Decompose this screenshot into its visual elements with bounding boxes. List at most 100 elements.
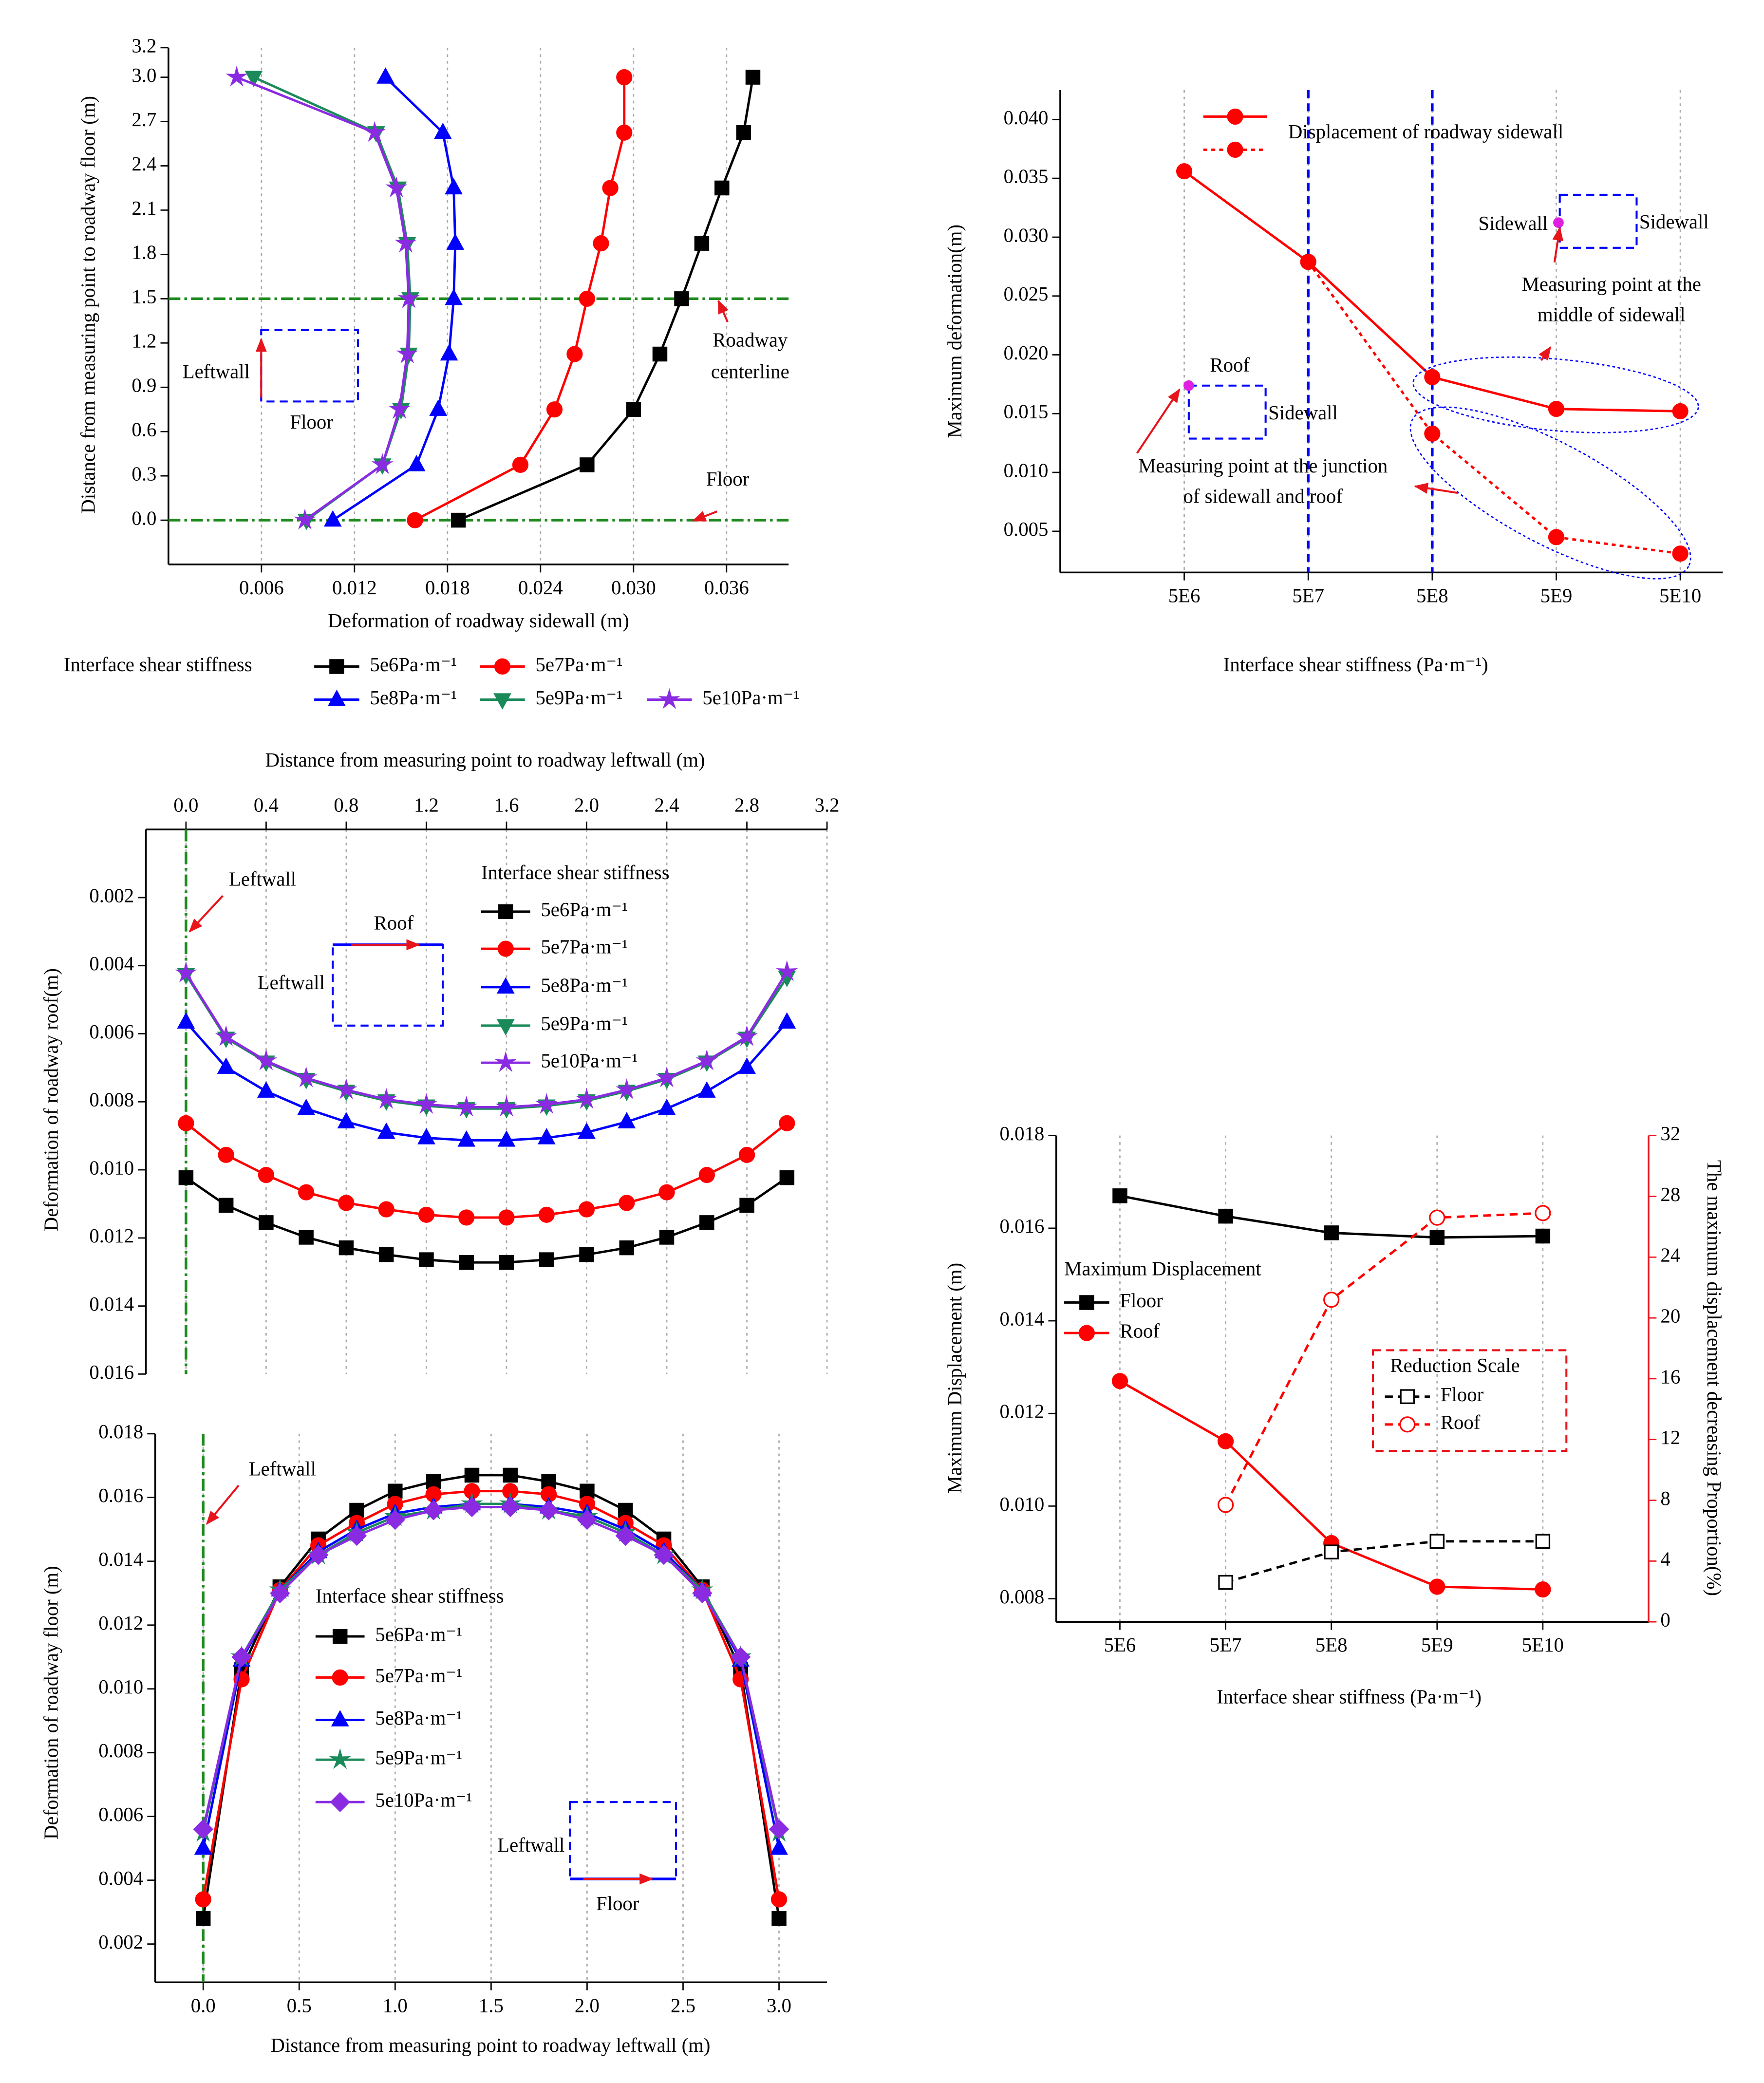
legend-marker bbox=[328, 690, 346, 706]
x-tick-label: 5E6 bbox=[1104, 1634, 1136, 1656]
marker bbox=[698, 1166, 715, 1183]
legend-title: Interface shear stiffness bbox=[316, 1585, 504, 1607]
marker bbox=[1323, 1292, 1340, 1308]
legend-label: Floor bbox=[1441, 1384, 1484, 1406]
annotation: Roadway bbox=[713, 329, 788, 351]
legend-marker bbox=[493, 693, 511, 710]
y2-tick-label: 24 bbox=[1660, 1244, 1680, 1266]
annotation: Sidewall bbox=[1478, 212, 1548, 234]
marker bbox=[1548, 401, 1565, 417]
marker bbox=[1672, 403, 1689, 420]
marker bbox=[457, 1130, 476, 1147]
marker bbox=[417, 1127, 435, 1145]
y-tick-label: 0.008 bbox=[999, 1586, 1044, 1608]
x-tick-label: 0.012 bbox=[332, 577, 377, 599]
legend-marker bbox=[332, 1629, 348, 1644]
marker bbox=[426, 1474, 441, 1489]
legend-marker bbox=[497, 940, 514, 957]
highlight bbox=[1412, 356, 1699, 433]
marker bbox=[616, 69, 633, 86]
marker bbox=[308, 1545, 329, 1565]
marker bbox=[446, 233, 465, 250]
marker bbox=[193, 1819, 213, 1839]
marker bbox=[231, 1647, 252, 1667]
marker bbox=[535, 1093, 558, 1114]
y-tick-label: 0.010 bbox=[999, 1493, 1044, 1515]
marker bbox=[346, 1525, 367, 1546]
legend-label: 5e8Pa·m⁻¹ bbox=[375, 1707, 462, 1729]
x-tick-label: 3.2 bbox=[815, 794, 840, 816]
marker bbox=[674, 291, 689, 306]
y-tick-label: 0.016 bbox=[89, 1361, 134, 1383]
x-tick-label: 5E7 bbox=[1210, 1634, 1242, 1656]
marker bbox=[580, 457, 595, 472]
y-tick-label: 2.7 bbox=[131, 109, 156, 131]
marker bbox=[745, 70, 761, 85]
x-tick-label: 1.6 bbox=[494, 794, 519, 816]
marker bbox=[738, 1057, 756, 1074]
annotation: Roof bbox=[374, 912, 414, 934]
marker bbox=[602, 180, 619, 196]
legend-marker bbox=[498, 904, 513, 920]
inset-box bbox=[260, 329, 359, 403]
legend-label: 5e8Pa·m⁻¹ bbox=[370, 687, 457, 709]
legend-title: Maximum Displacement bbox=[1064, 1258, 1261, 1280]
y-tick-label: 0.002 bbox=[89, 884, 134, 906]
series-line bbox=[202, 1474, 780, 1919]
series-line bbox=[1225, 1540, 1543, 1584]
marker bbox=[363, 121, 386, 142]
annotation: Sidewall bbox=[1268, 402, 1338, 424]
y-tick-label: 0.016 bbox=[98, 1484, 143, 1506]
series-line bbox=[185, 974, 788, 1110]
y2-tick-label: 32 bbox=[1660, 1123, 1680, 1145]
annotation: Leftwall bbox=[249, 1458, 316, 1480]
marker bbox=[195, 1891, 211, 1908]
marker bbox=[776, 960, 798, 981]
legend-title: Interface shear stiffness bbox=[64, 654, 252, 676]
marker bbox=[388, 1483, 403, 1499]
series-line bbox=[202, 1506, 780, 1830]
y2-tick-label: 28 bbox=[1660, 1183, 1680, 1205]
series-line bbox=[202, 1490, 780, 1900]
arrow bbox=[206, 1484, 240, 1525]
marker bbox=[736, 125, 751, 140]
marker bbox=[375, 1088, 397, 1109]
marker bbox=[654, 1545, 674, 1565]
y-tick-label: 0.014 bbox=[98, 1548, 143, 1570]
marker bbox=[349, 1502, 364, 1518]
marker bbox=[215, 1025, 237, 1046]
marker bbox=[1429, 1534, 1445, 1549]
y2-tick-label: 0 bbox=[1660, 1609, 1670, 1631]
y-tick-label: 0.9 bbox=[131, 375, 156, 396]
marker bbox=[577, 1509, 598, 1530]
marker bbox=[450, 512, 466, 528]
y-tick-label: 0.6 bbox=[131, 419, 156, 441]
marker bbox=[257, 1081, 275, 1098]
y2-tick-label: 20 bbox=[1660, 1305, 1680, 1327]
marker bbox=[294, 508, 316, 530]
marker bbox=[579, 1247, 594, 1262]
series-line bbox=[1307, 261, 1681, 555]
marker bbox=[419, 1252, 434, 1267]
series-line bbox=[185, 1021, 788, 1142]
y-tick-label: 0.015 bbox=[1004, 401, 1049, 423]
marker bbox=[1429, 1209, 1445, 1226]
y-tick-label: 3.0 bbox=[131, 64, 156, 86]
legend-label: 5e8Pa·m⁻¹ bbox=[541, 974, 628, 996]
marker bbox=[659, 1230, 675, 1245]
x-tick-label: 2.0 bbox=[574, 794, 599, 816]
marker bbox=[579, 290, 595, 307]
marker bbox=[385, 176, 408, 198]
x-tick-label: 0.006 bbox=[239, 577, 284, 599]
legend-label: 5e9Pa·m⁻¹ bbox=[536, 687, 623, 709]
marker bbox=[218, 1198, 234, 1213]
y2-tick-label: 16 bbox=[1660, 1366, 1680, 1388]
y2-tick-label: 12 bbox=[1660, 1426, 1680, 1448]
marker bbox=[652, 346, 668, 362]
x-tick-label: 5E8 bbox=[1416, 584, 1448, 606]
marker bbox=[738, 1146, 755, 1163]
annotation: Roof bbox=[1210, 354, 1250, 376]
marker bbox=[497, 1130, 516, 1147]
